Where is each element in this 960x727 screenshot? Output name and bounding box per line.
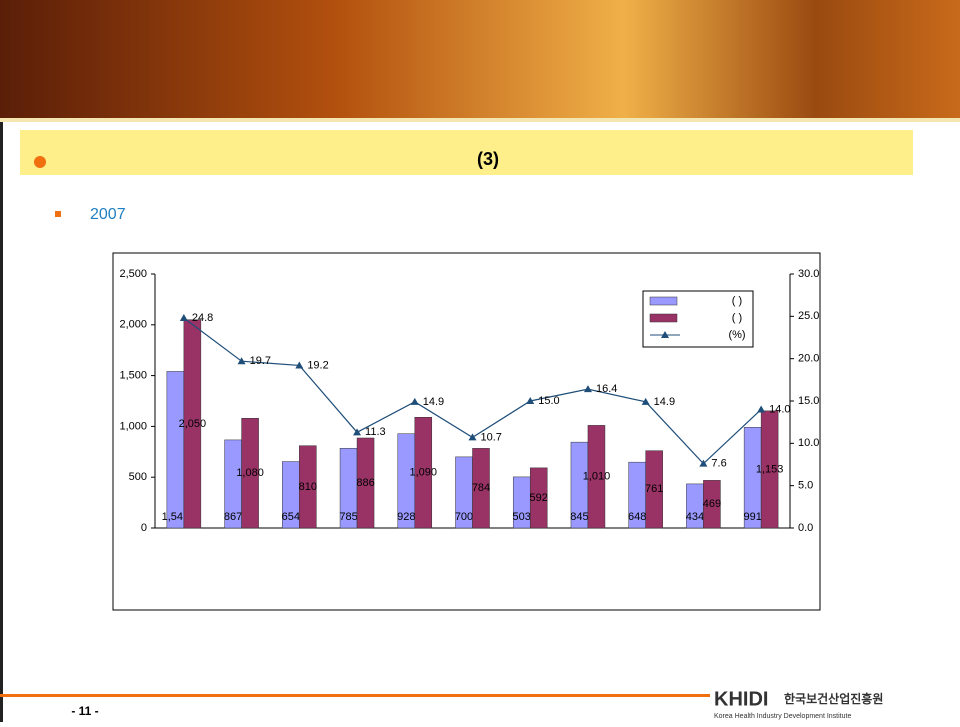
org-name: 한국보건산업진흥원 <box>784 691 883 706</box>
legend-swatch <box>650 314 677 322</box>
legend-label: (%) <box>728 329 745 341</box>
left-border <box>0 122 3 722</box>
bar-value-label: 469 <box>703 498 721 510</box>
bar-value-label: 1,090 <box>410 467 438 479</box>
y-tick-label: 1,000 <box>119 420 147 432</box>
bar-value-label: 1,153 <box>756 463 784 475</box>
bar <box>167 371 184 528</box>
y2-tick-label: 10.0 <box>798 437 819 449</box>
page-number: - 11 - <box>71 704 98 718</box>
line-value-label: 11.3 <box>365 426 386 438</box>
bar-value-label: 434 <box>686 511 704 523</box>
y-tick-label: 500 <box>129 471 147 483</box>
bar-value-label: 928 <box>397 511 415 523</box>
bar-value-label: 654 <box>282 511 300 523</box>
bar-value-label: 991 <box>743 511 761 523</box>
y2-tick-label: 0.0 <box>798 522 813 534</box>
header-banner <box>0 0 960 118</box>
legend-label: ( ) <box>732 295 742 307</box>
slide: (3) 2007 - 11 - KHIDI 한국보건산업진흥원 Korea He… <box>0 0 960 722</box>
bar-value-label: 886 <box>356 477 374 489</box>
y2-tick-label: 5.0 <box>798 480 813 492</box>
legend-swatch <box>650 297 677 305</box>
org-english: Korea Health Industry Development Instit… <box>714 713 851 720</box>
y-tick-label: 2,000 <box>119 319 147 331</box>
bar-value-label: 761 <box>645 483 663 495</box>
bar-value-label: 1,080 <box>236 467 264 479</box>
bar-value-label: 503 <box>513 511 531 523</box>
legend-label: ( ) <box>732 312 742 324</box>
line-value-label: 19.2 <box>307 359 328 371</box>
line-value-label: 14.9 <box>423 396 444 408</box>
subheading: 2007 <box>90 206 126 223</box>
line-value-label: 19.7 <box>250 355 271 367</box>
bar-value-label: 845 <box>570 511 588 523</box>
bar-value-label: 785 <box>339 511 357 523</box>
y2-tick-label: 25.0 <box>798 310 819 322</box>
footer-rule <box>0 694 710 697</box>
heading-bullet <box>34 156 46 168</box>
bar-value-label: 2,050 <box>179 418 207 430</box>
line-value-label: 24.8 <box>192 312 213 324</box>
y-tick-label: 2,500 <box>119 268 147 280</box>
bar-value-label: 1,010 <box>583 471 611 483</box>
y-tick-label: 1,500 <box>119 370 147 382</box>
header-rule <box>0 118 960 122</box>
logo: KHIDI <box>714 688 768 710</box>
bar-value-label: 592 <box>530 492 548 504</box>
line-value-label: 10.7 <box>481 431 502 443</box>
y2-tick-label: 30.0 <box>798 268 819 280</box>
sub-bullet <box>55 211 61 217</box>
heading: (3) <box>477 149 499 169</box>
bar-value-label: 648 <box>628 511 646 523</box>
bar-value-label: 784 <box>472 482 490 494</box>
line-value-label: 15.0 <box>538 395 559 407</box>
y2-tick-label: 15.0 <box>798 395 819 407</box>
heading-bar <box>20 130 913 175</box>
line-value-label: 16.4 <box>596 383 617 395</box>
bar-value-label: 810 <box>299 481 317 493</box>
line-value-label: 14.9 <box>654 396 675 408</box>
y-tick-label: 0 <box>141 522 147 534</box>
line-value-label: 14.0 <box>769 403 790 415</box>
bar-value-label: 700 <box>455 511 473 523</box>
page: (3) 2007 - 11 - KHIDI 한국보건산업진흥원 Korea He… <box>0 0 960 722</box>
line-value-label: 7.6 <box>711 458 726 470</box>
bar-value-label: 867 <box>224 511 242 523</box>
y2-tick-label: 20.0 <box>798 353 819 365</box>
